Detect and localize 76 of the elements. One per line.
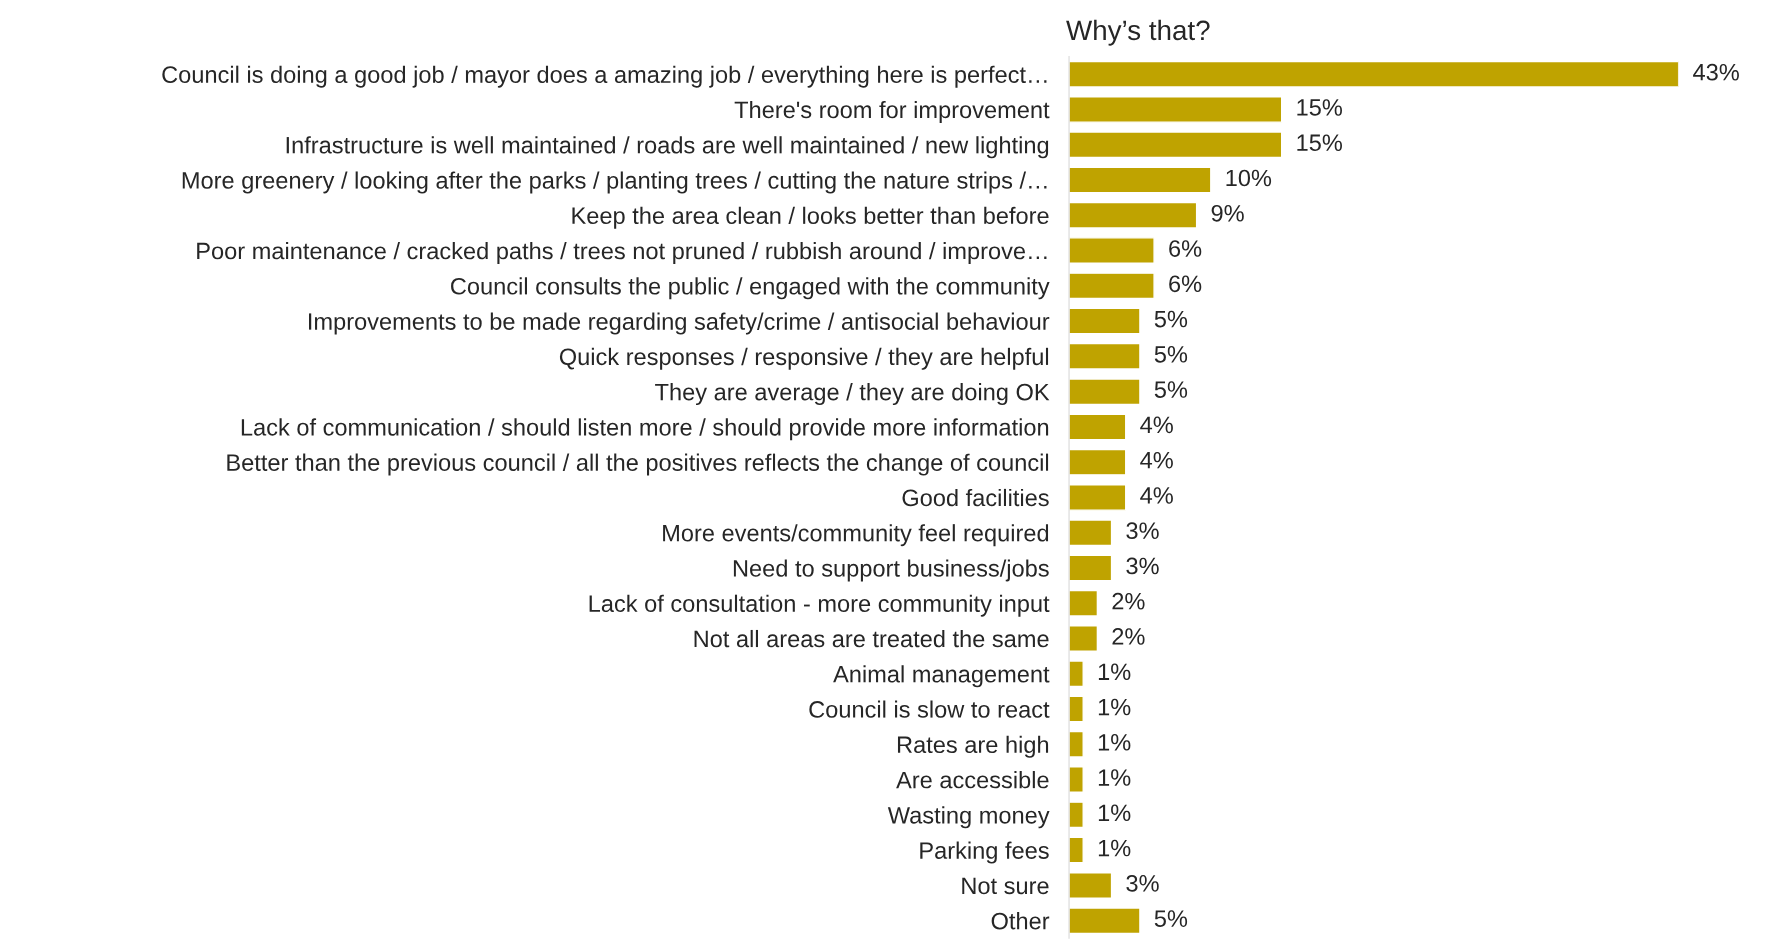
bar [1069,378,1141,406]
data-label: 1% [1098,734,1131,751]
bar [1069,307,1141,335]
data-label: 6% [1169,275,1202,293]
y-tick-label: Parking fees [920,841,1049,864]
bar [1069,695,1084,723]
data-label: 2% [1112,592,1145,610]
y-tick-label: Other [991,912,1050,930]
data-label: 15% [1297,134,1342,152]
y-tick-label: Lack of communication / should listen more / should provide more information [241,418,1049,441]
data-label: 5% [1154,310,1188,328]
y-tick-label: Council is slow to react [809,700,1050,718]
data-label: 4% [1140,451,1173,469]
bar [1069,519,1113,547]
y-tick-label: There's room for improvement [734,100,1050,123]
bar [1069,554,1113,582]
data-label: 5% [1154,910,1188,927]
data-label: 3% [1126,875,1159,892]
data-label: 1% [1098,804,1131,822]
data-label: 15% [1297,99,1342,116]
data-label: 5% [1154,381,1188,398]
y-tick-label: Infrastructure is well maintained / roads are well maintained / new lighting [286,136,1049,159]
y-tick-label: Council is doing a good job / mayor does a amazing job / everything here is perfect… [162,65,1047,88]
data-label: 6% [1169,240,1202,257]
y-tick-label: Council consults the public / engaged with the community [451,277,1050,300]
data-label: 3% [1126,557,1159,575]
y-tick-label: Poor maintenance / cracked paths / trees not pruned / rubbish around / improve… [197,242,1047,265]
bar [1069,96,1283,123]
y-tick-label: Better than the previous council / all the positives reflects the change of council [227,453,1049,476]
bar [1069,801,1084,829]
y-tick-label: More events/community feel required [663,524,1049,547]
bar [1069,589,1099,617]
bar [1069,201,1198,229]
bar [1069,484,1127,511]
chart-title: Why’s that? [1066,19,1210,46]
bar [1069,907,1141,935]
bar [1069,272,1155,300]
y-tick-label: Good facilities [902,488,1049,507]
y-tick-label: Are accessible [896,771,1049,789]
bar [1069,766,1084,793]
bar [1069,342,1141,370]
bar [1069,448,1127,476]
data-label: 10% [1226,169,1272,187]
y-tick-label: Rates are high [897,735,1049,758]
y-tick-label: They are average / they are doing OK [655,383,1050,406]
bar [1069,166,1212,194]
bar [1069,660,1084,688]
bar [1069,836,1084,864]
y-tick-label: Need to support business/jobs [733,559,1049,582]
data-label: 43% [1693,63,1739,81]
data-label: 3% [1126,522,1159,540]
bar [1069,237,1155,264]
bar [1069,730,1084,758]
y-tick-label: More greenery / looking after the parks / planting trees / cutting the nature strips /… [182,171,1047,194]
data-label: 4% [1140,487,1173,504]
data-label: 1% [1098,839,1131,857]
bar [1069,871,1113,899]
y-tick-label: Not sure [962,877,1049,895]
bar [1069,131,1283,159]
y-tick-label: Improvements to be made regarding safety/crime / antisocial behaviour [309,312,1050,335]
bar [1069,413,1127,441]
y-tick-label: Wasting money [887,806,1050,829]
bar [1069,625,1099,652]
y-tick-label: Quick responses / responsive / they are helpful [559,347,1049,370]
y-tick-label: Keep the area clean / looks better than before [572,206,1049,229]
bar [1069,60,1679,88]
data-label: 5% [1154,346,1188,363]
data-label: 1% [1098,698,1131,716]
data-label: 9% [1211,204,1244,222]
data-label: 1% [1098,769,1131,786]
data-label: 4% [1140,416,1173,434]
y-tick-label: Not all areas are treated the same [694,629,1049,648]
y-tick-label: Animal management [833,665,1050,688]
y-tick-label: Lack of consultation - more community input [589,594,1050,617]
data-label: 1% [1098,663,1131,681]
data-label: 2% [1112,628,1145,645]
